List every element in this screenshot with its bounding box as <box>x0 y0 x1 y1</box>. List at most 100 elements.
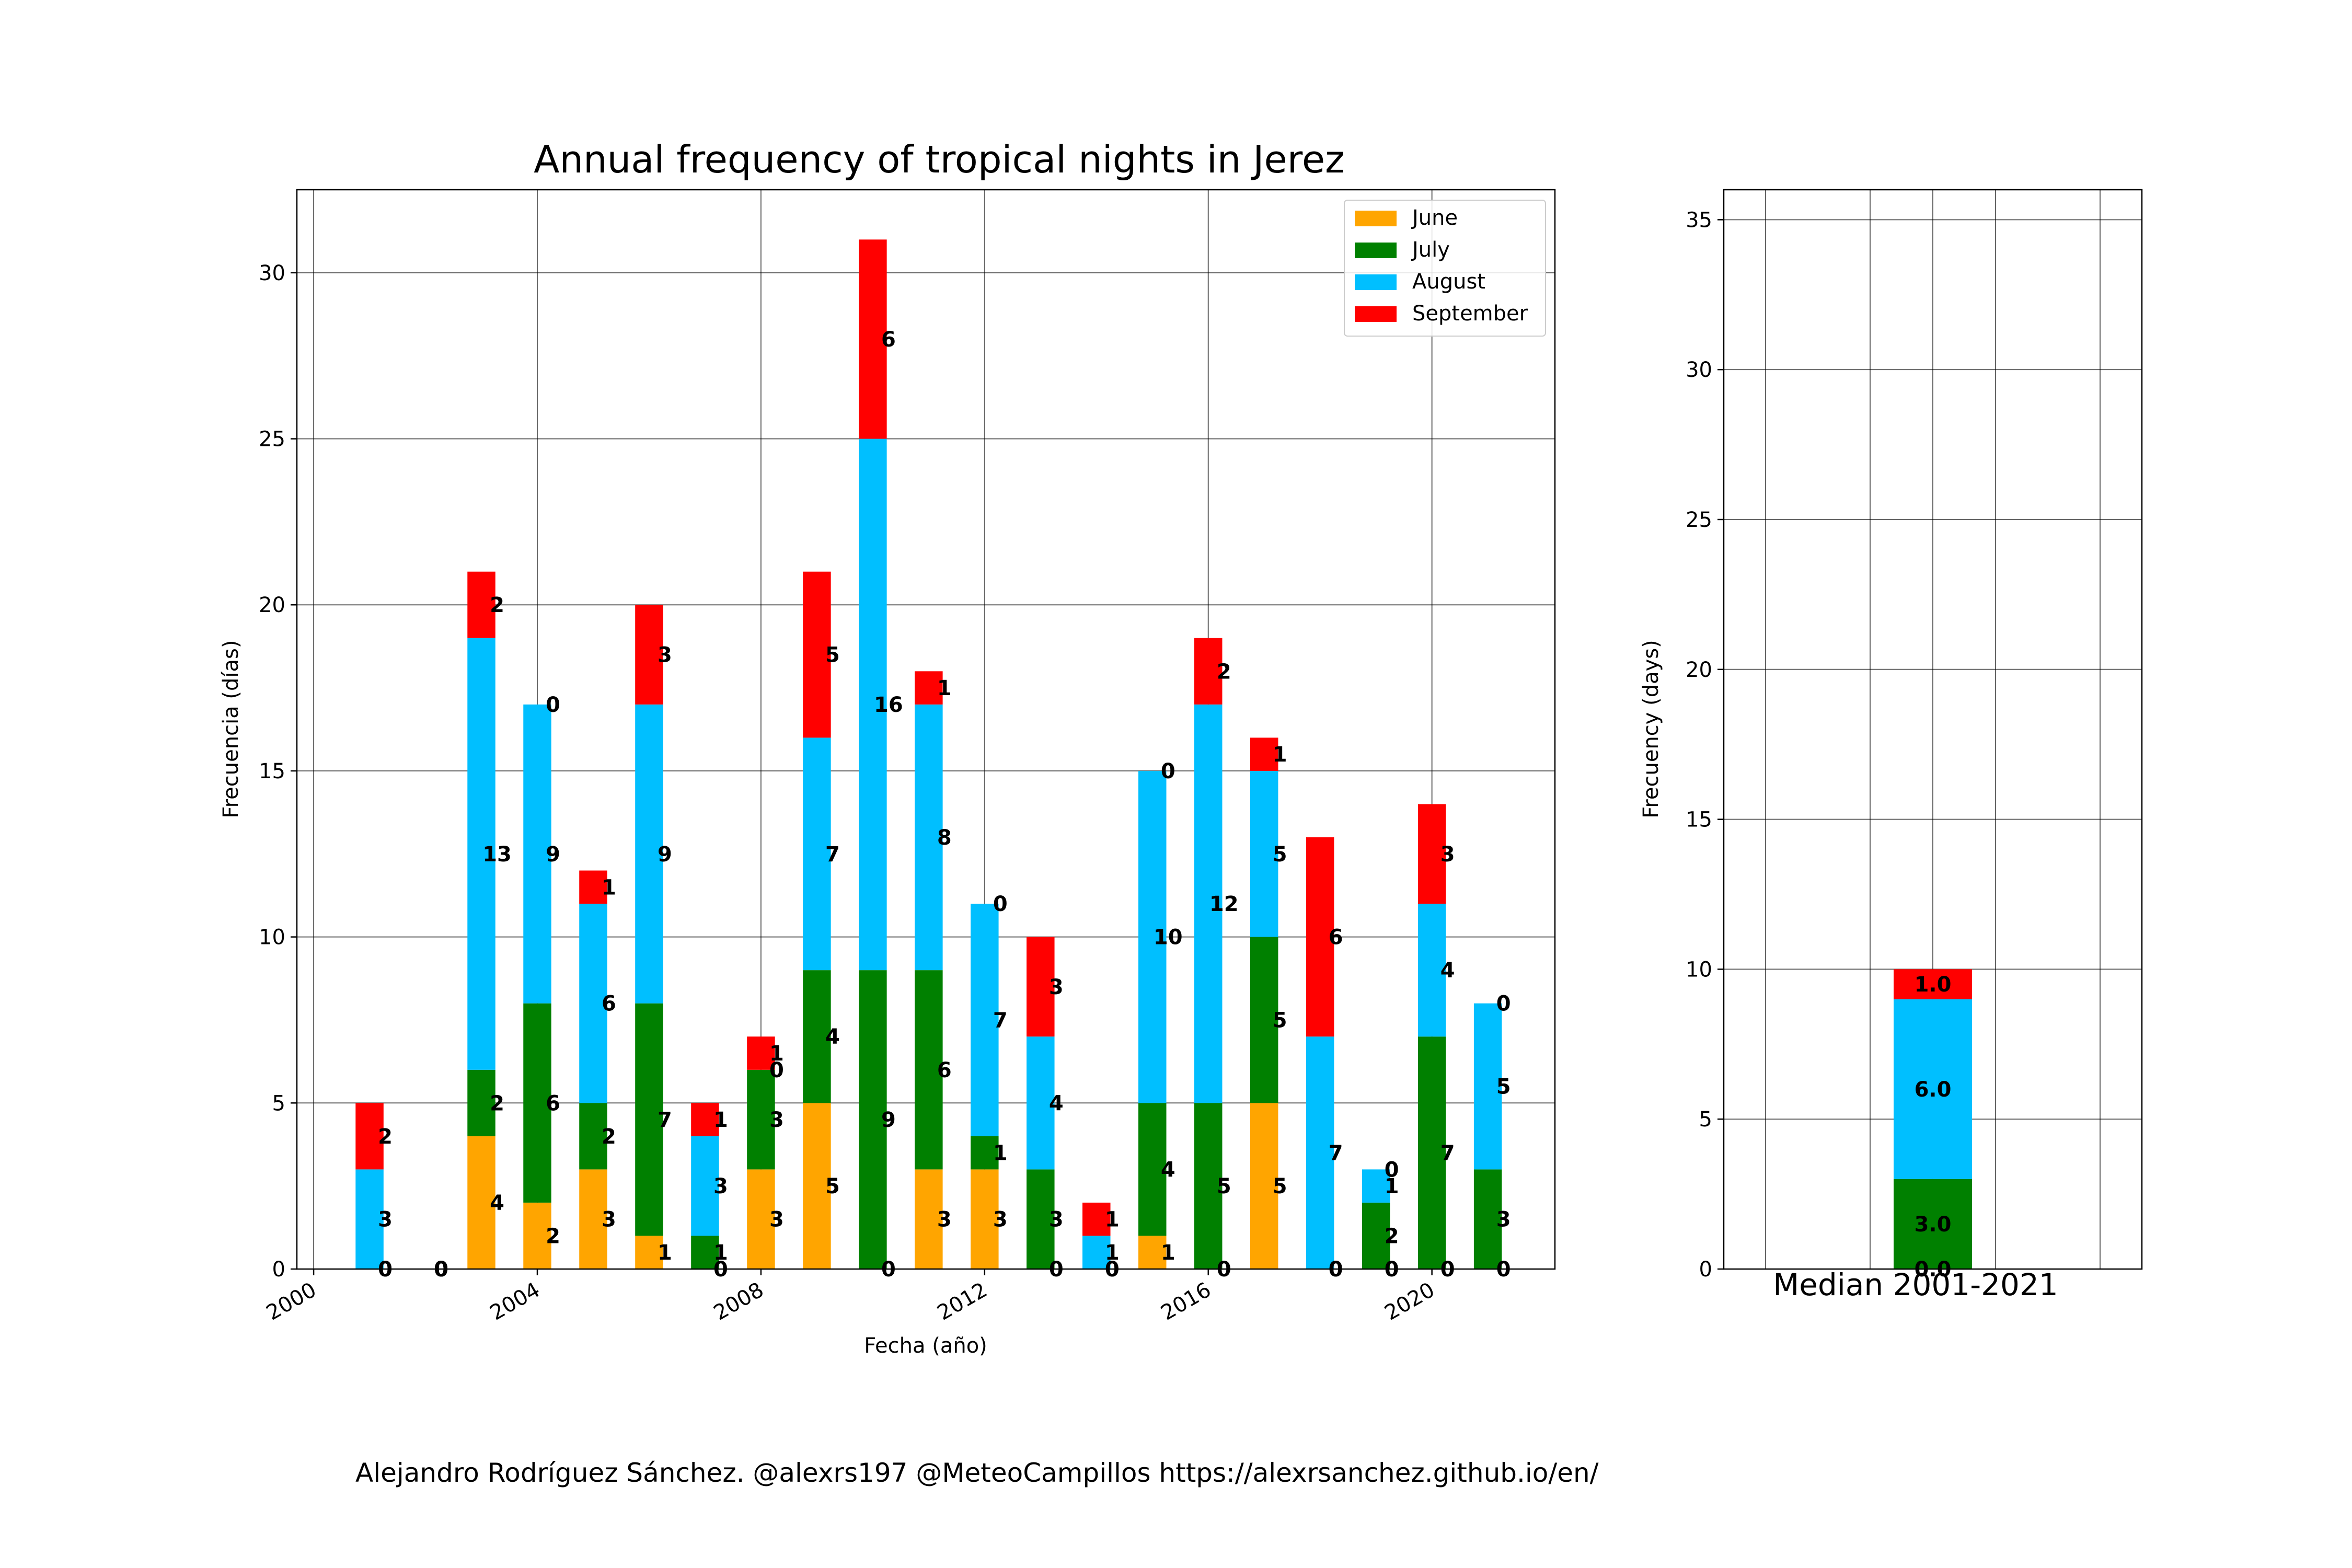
data-label-2003-july: 2 <box>490 1091 504 1115</box>
median-data-label-september: 1.0 <box>1915 973 1952 997</box>
data-label-2005-july: 2 <box>602 1125 616 1149</box>
legend-label-june: June <box>1411 206 1458 230</box>
bar-2004-june <box>523 1202 551 1269</box>
data-label-2006-september: 3 <box>658 643 672 667</box>
bar-2006-july <box>635 1003 663 1236</box>
median-data-label-august: 6.0 <box>1915 1078 1952 1102</box>
data-label-2014-august: 1 <box>1105 1241 1120 1265</box>
data-label-2015-august: 10 <box>1154 926 1183 950</box>
bar-2005-august <box>579 904 607 1103</box>
data-label-2013-september: 3 <box>1049 975 1064 999</box>
bar-2014-september <box>1082 1202 1111 1236</box>
bar-2013-august <box>1027 1036 1055 1170</box>
bar-2013-july <box>1027 1169 1055 1269</box>
legend-label-august: August <box>1412 270 1485 294</box>
bar-2016-september <box>1194 638 1223 705</box>
bar-2020-august <box>1417 904 1446 1037</box>
median-bar-august <box>1894 999 1972 1179</box>
data-label-2012-july: 1 <box>993 1142 1008 1166</box>
bar-2011-august <box>915 704 943 971</box>
data-label-2021-august: 5 <box>1496 1075 1511 1099</box>
median-y-tick-label: 35 <box>1686 208 1712 232</box>
bar-2017-june <box>1250 1103 1278 1269</box>
data-label-2016-july: 5 <box>1217 1174 1231 1198</box>
data-label-2020-august: 4 <box>1440 959 1455 983</box>
data-label-2015-july: 4 <box>1161 1158 1175 1182</box>
legend-label-july: July <box>1411 238 1450 262</box>
bar-2007-september <box>691 1103 719 1136</box>
data-label-2009-july: 4 <box>825 1025 840 1049</box>
legend-box <box>1344 200 1546 337</box>
bar-2018-september <box>1306 837 1334 1037</box>
data-label-2015-september: 0 <box>1161 759 1175 783</box>
data-label-2017-august: 5 <box>1273 843 1287 867</box>
bar-2012-july <box>971 1136 999 1170</box>
median-y-tick-label: 30 <box>1686 358 1712 382</box>
bar-2010-july <box>859 970 887 1269</box>
bar-2001-september <box>355 1103 384 1170</box>
median-bar-july <box>1894 1179 1972 1269</box>
data-label-2006-july: 7 <box>658 1108 672 1132</box>
data-label-2011-june: 3 <box>937 1208 952 1232</box>
main-chart-bars <box>355 239 1502 1269</box>
bar-2008-september <box>747 1036 775 1070</box>
bar-2020-september <box>1417 804 1446 904</box>
data-label-2007-july: 1 <box>713 1241 728 1265</box>
median-y-tick-label: 5 <box>1699 1108 1712 1132</box>
bar-2017-september <box>1250 737 1278 771</box>
bar-2011-june <box>915 1169 943 1269</box>
bar-2005-july <box>579 1103 607 1170</box>
data-label-2016-august: 12 <box>1209 892 1239 916</box>
data-label-2003-august: 13 <box>482 843 512 867</box>
median-bar-september <box>1894 969 1972 999</box>
bar-2006-august <box>635 704 663 1004</box>
data-label-2010-july: 9 <box>881 1108 896 1132</box>
data-label-2004-june: 2 <box>546 1224 560 1248</box>
data-label-2021-july: 3 <box>1496 1208 1511 1232</box>
bar-2019-august <box>1362 1169 1390 1203</box>
bar-2010-september <box>859 239 887 439</box>
bar-2006-june <box>635 1236 663 1269</box>
median-plot-frame <box>1723 189 2143 1270</box>
data-label-2012-june: 3 <box>993 1208 1008 1232</box>
bar-2003-september <box>467 571 495 638</box>
median-data-label-july: 3.0 <box>1915 1213 1952 1237</box>
data-label-2014-september: 1 <box>1105 1208 1120 1232</box>
bar-2005-june <box>579 1169 607 1269</box>
data-label-2010-august: 16 <box>874 693 903 717</box>
bar-2009-august <box>803 737 831 971</box>
median-chart-data-labels: 0.03.06.01.0 <box>1915 973 1952 1282</box>
bar-2009-july <box>803 970 831 1103</box>
data-label-2013-august: 4 <box>1049 1091 1064 1115</box>
data-label-2017-june: 5 <box>1273 1174 1287 1198</box>
data-label-2006-june: 1 <box>658 1241 672 1265</box>
bar-2006-september <box>635 605 663 705</box>
data-label-2011-september: 1 <box>937 676 952 700</box>
bar-2007-july <box>691 1236 719 1269</box>
data-label-2008-august: 0 <box>769 1058 784 1082</box>
bar-2009-september <box>803 571 831 738</box>
bar-2014-august <box>1082 1236 1111 1269</box>
data-label-2017-september: 1 <box>1273 743 1287 767</box>
bar-2015-july <box>1138 1103 1167 1236</box>
bar-2003-june <box>467 1136 495 1269</box>
bar-2009-june <box>803 1103 831 1269</box>
data-label-2019-september: 0 <box>1385 1158 1399 1182</box>
data-label-2005-august: 6 <box>602 992 616 1016</box>
data-label-2008-june: 3 <box>769 1208 784 1232</box>
median-y-tick-label: 25 <box>1686 508 1712 532</box>
main-y-tick-label: 25 <box>259 428 285 452</box>
bar-2008-june <box>747 1169 775 1269</box>
bar-2003-august <box>467 638 495 1070</box>
data-label-2021-september: 0 <box>1496 992 1511 1016</box>
median-chart-bars <box>1894 969 1972 1269</box>
data-label-2004-september: 0 <box>546 693 560 717</box>
data-label-2016-september: 2 <box>1217 660 1231 684</box>
main-y-tick-label: 20 <box>259 593 285 617</box>
bar-2018-august <box>1306 1036 1334 1269</box>
data-label-2005-september: 1 <box>602 875 616 900</box>
legend: June July August September <box>1344 200 1546 337</box>
main-y-tick-label: 10 <box>259 926 285 950</box>
legend-swatch-july <box>1355 243 1397 258</box>
